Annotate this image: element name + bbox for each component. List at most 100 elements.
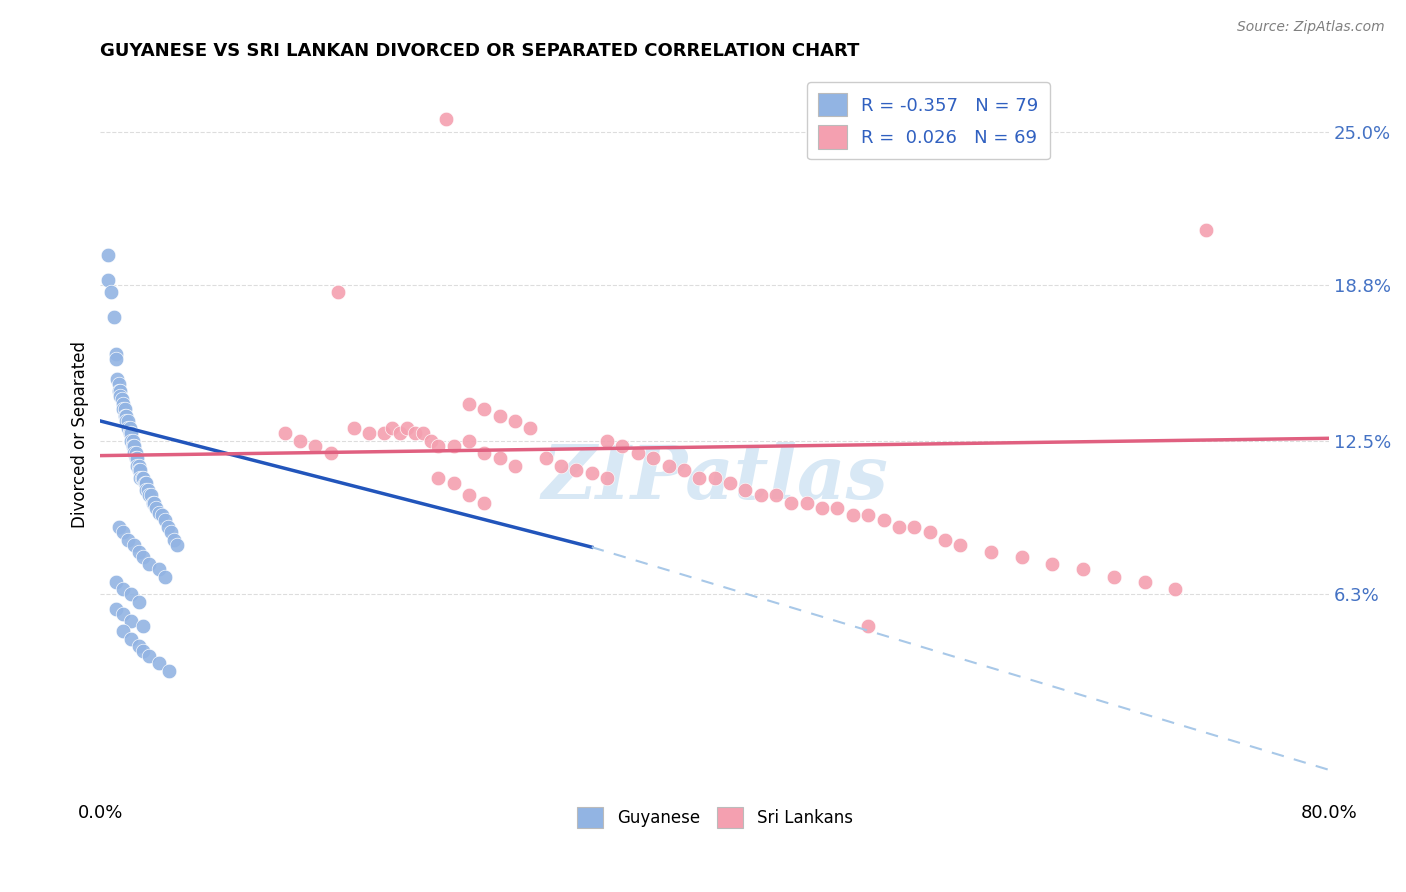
Text: Source: ZipAtlas.com: Source: ZipAtlas.com [1237,20,1385,34]
Point [121,439,143,453]
Point [163,533,186,547]
Point [472,446,495,460]
Point [488,409,510,423]
Point [110,384,132,399]
Point [132,550,155,565]
Point [100,285,122,300]
Point [887,520,910,534]
Point [136,483,159,498]
Point [434,112,457,127]
Point [104,352,127,367]
Point [503,414,526,428]
Point [135,483,157,498]
Point [104,574,127,589]
Point [139,488,162,502]
Point [117,414,139,428]
Point [304,439,326,453]
Point [117,421,139,435]
Point [1042,558,1064,572]
Point [138,558,160,572]
Point [128,463,150,477]
Point [160,525,183,540]
Point [458,397,481,411]
Point [112,401,135,416]
Point [688,471,710,485]
Point [143,495,166,509]
Point [918,525,941,540]
Point [115,409,138,423]
Point [780,495,803,509]
Point [166,538,188,552]
Point [142,495,165,509]
Point [112,624,135,639]
Point [121,434,143,448]
Point [703,471,725,485]
Point [134,475,156,490]
Point [114,409,136,423]
Point [458,434,481,448]
Point [97,248,120,262]
Point [718,475,741,490]
Point [903,520,925,534]
Point [949,538,972,552]
Point [128,594,150,608]
Point [488,451,510,466]
Point [145,500,167,515]
Point [148,562,170,576]
Point [112,397,135,411]
Point [319,446,342,460]
Point [427,439,450,453]
Point [443,439,465,453]
Point [122,446,145,460]
Point [503,458,526,473]
Point [404,426,426,441]
Point [129,463,152,477]
Point [856,508,879,522]
Point [596,434,619,448]
Point [120,615,142,629]
Point [112,525,135,540]
Point [103,310,125,324]
Point [657,458,679,473]
Point [122,538,145,552]
Point [138,648,160,663]
Point [105,372,128,386]
Point [115,414,138,428]
Point [118,421,141,435]
Point [443,475,465,490]
Point [373,426,395,441]
Point [128,639,150,653]
Point [107,520,129,534]
Point [153,570,176,584]
Point [124,446,146,460]
Point [107,376,129,391]
Point [112,582,135,597]
Point [827,500,849,515]
Point [104,602,127,616]
Point [734,483,756,498]
Point [112,607,135,621]
Point [114,401,136,416]
Point [138,488,160,502]
Point [153,513,176,527]
Point [856,619,879,633]
Point [122,439,145,453]
Point [111,392,134,406]
Point [129,471,152,485]
Point [581,466,603,480]
Point [388,426,411,441]
Point [120,426,142,441]
Point [1195,223,1218,237]
Point [811,500,834,515]
Point [135,475,157,490]
Point [1164,582,1187,597]
Point [131,471,153,485]
Point [519,421,541,435]
Point [117,533,139,547]
Point [1133,574,1156,589]
Y-axis label: Divorced or Separated: Divorced or Separated [72,341,89,528]
Point [273,426,295,441]
Point [110,389,132,403]
Point [627,446,650,460]
Point [534,451,557,466]
